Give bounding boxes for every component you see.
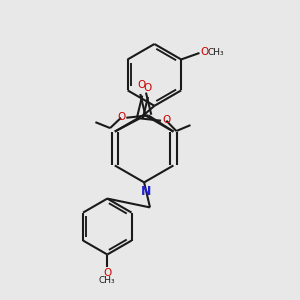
Text: O: O (200, 47, 208, 57)
Text: N: N (140, 185, 151, 198)
Text: CH₃: CH₃ (208, 48, 224, 57)
Text: O: O (137, 80, 146, 90)
Text: O: O (143, 83, 152, 93)
Text: O: O (117, 112, 125, 122)
Text: O: O (103, 268, 111, 278)
Text: O: O (162, 115, 170, 125)
Text: CH₃: CH₃ (99, 276, 116, 285)
